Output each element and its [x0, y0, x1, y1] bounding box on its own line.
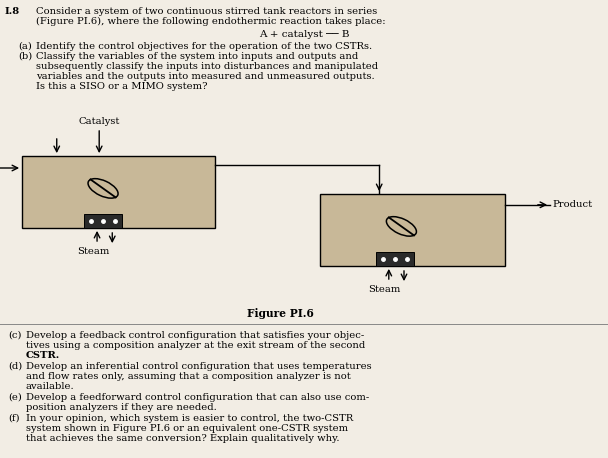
- Text: that achieves the same conversion? Explain qualitatively why.: that achieves the same conversion? Expla…: [26, 434, 339, 443]
- Text: Consider a system of two continuous stirred tank reactors in series: Consider a system of two continuous stir…: [36, 7, 377, 16]
- Text: Steam: Steam: [77, 247, 109, 256]
- Text: Develop a feedforward control configuration that can also use com-: Develop a feedforward control configurat…: [26, 393, 369, 402]
- Text: (b): (b): [18, 52, 32, 61]
- Text: (d): (d): [8, 362, 22, 371]
- Text: subsequently classify the inputs into disturbances and manipulated: subsequently classify the inputs into di…: [36, 62, 378, 71]
- Text: CSTR.: CSTR.: [26, 351, 60, 360]
- Text: and flow rates only, assuming that a composition analyzer is not: and flow rates only, assuming that a com…: [26, 372, 351, 381]
- Text: available.: available.: [26, 382, 75, 391]
- Text: (c): (c): [8, 331, 21, 340]
- Text: In your opinion, which system is easier to control, the two-CSTR: In your opinion, which system is easier …: [26, 414, 353, 423]
- Text: Product: Product: [552, 200, 592, 209]
- Bar: [22, 156, 215, 228]
- Text: Figure PI.6: Figure PI.6: [247, 308, 314, 319]
- Text: (e): (e): [8, 393, 22, 402]
- Text: Classify the variables of the system into inputs and outputs and: Classify the variables of the system int…: [36, 52, 358, 61]
- Text: Identify the control objectives for the operation of the two CSTRs.: Identify the control objectives for the …: [36, 42, 372, 51]
- Text: tives using a composition analyzer at the exit stream of the second: tives using a composition analyzer at th…: [26, 341, 365, 350]
- Text: (a): (a): [18, 42, 32, 51]
- Text: Develop a feedback control configuration that satisfies your objec-: Develop a feedback control configuration…: [26, 331, 364, 340]
- Text: Steam: Steam: [368, 285, 401, 294]
- Text: A + catalyst ── B: A + catalyst ── B: [259, 30, 349, 39]
- Bar: [320, 194, 505, 266]
- Text: Develop an inferential control configuration that uses temperatures: Develop an inferential control configura…: [26, 362, 371, 371]
- Text: (f): (f): [8, 414, 19, 423]
- Text: (Figure PI.6), where the following endothermic reaction takes place:: (Figure PI.6), where the following endot…: [36, 17, 385, 26]
- Bar: [84, 214, 122, 228]
- Text: position analyzers if they are needed.: position analyzers if they are needed.: [26, 403, 216, 412]
- Text: system shown in Figure PI.6 or an equivalent one-CSTR system: system shown in Figure PI.6 or an equiva…: [26, 424, 348, 433]
- Text: I.8: I.8: [5, 7, 20, 16]
- Text: variables and the outputs into measured and unmeasured outputs.: variables and the outputs into measured …: [36, 72, 375, 81]
- Text: Catalyst: Catalyst: [78, 117, 120, 126]
- Bar: [376, 252, 413, 266]
- Text: Is this a SISO or a MIMO system?: Is this a SISO or a MIMO system?: [36, 82, 207, 91]
